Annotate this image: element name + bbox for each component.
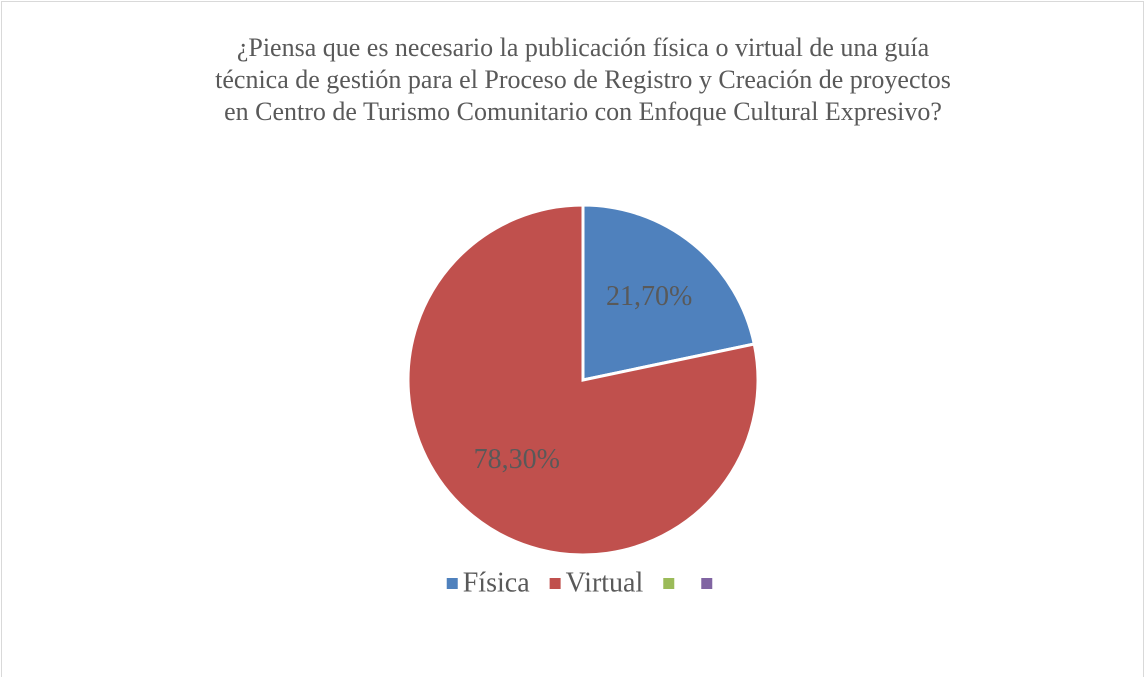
legend-label: Física [463,567,530,598]
legend-label: Virtual [566,567,644,598]
data-label: 21,70% [606,281,692,312]
chart-title: en Centro de Turismo Comunitario con Enf… [224,97,942,126]
legend-marker [701,578,713,589]
data-label: 78,30% [474,444,560,475]
chart-title: técnica de gestión para el Proceso de Re… [215,65,951,94]
legend-marker [549,578,561,589]
pie-slice [581,203,757,382]
legend-marker [446,578,458,589]
chart-title: ¿Piensa que es necesario la publicación … [237,33,930,62]
legend: Física Virtual [446,567,713,598]
pie-slice [406,203,760,557]
legend-marker [663,578,675,589]
